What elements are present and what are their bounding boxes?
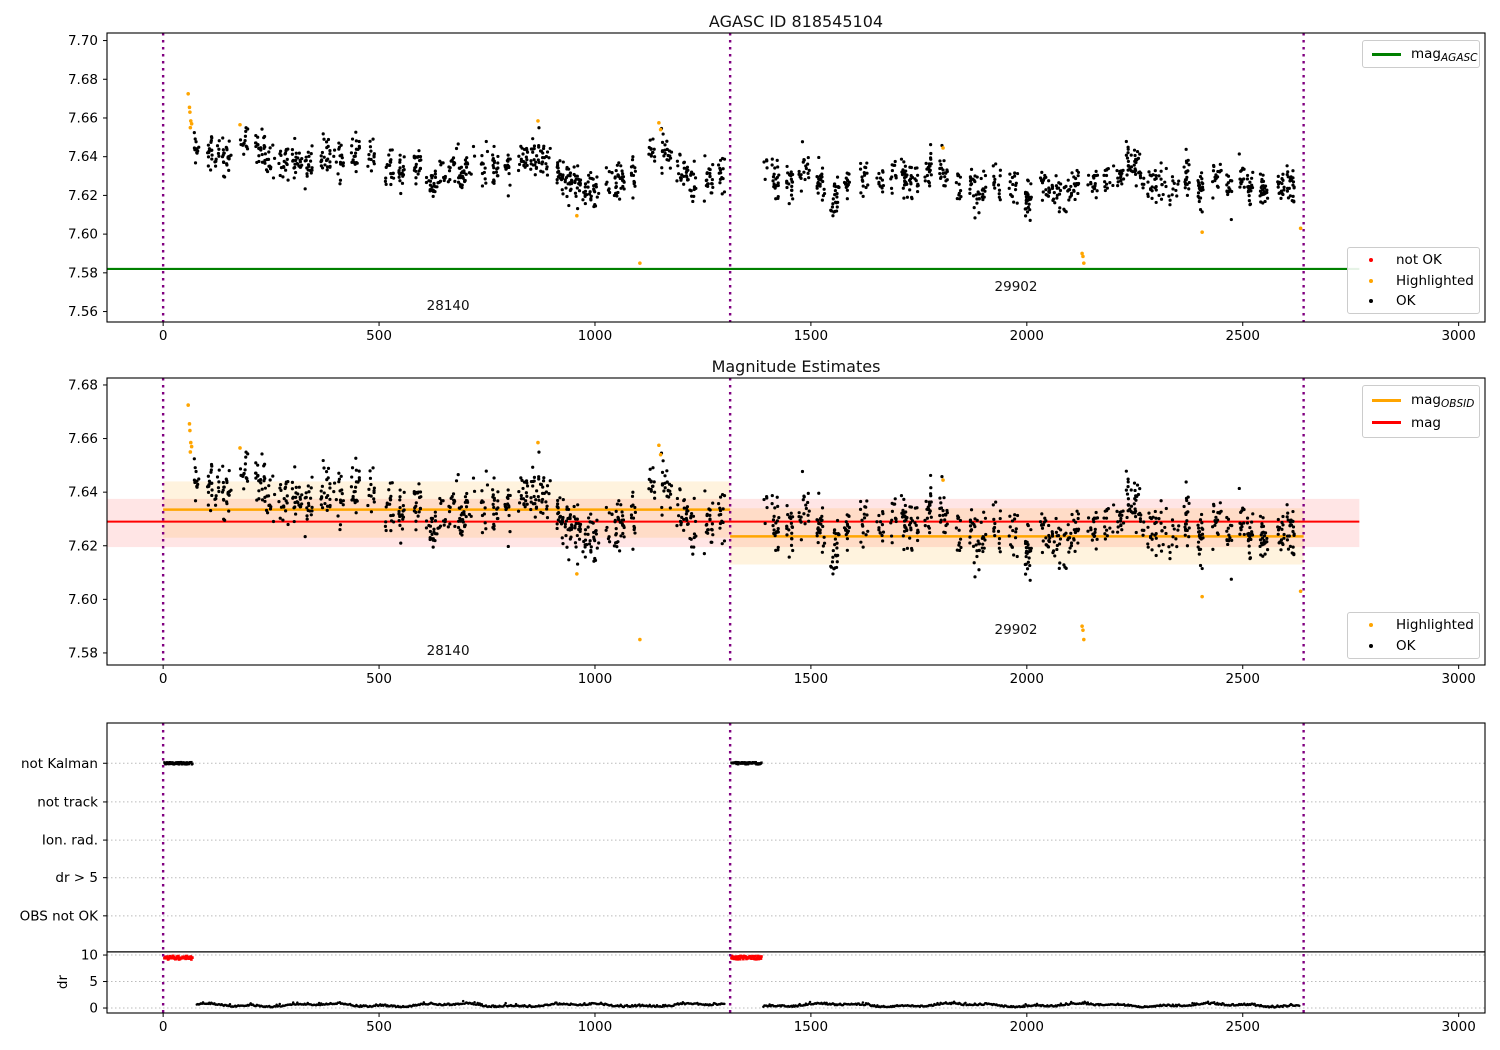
obsid-label-29902-top: 29902 xyxy=(994,278,1038,295)
x-tick-label: 500 xyxy=(366,1019,392,1035)
dr-tick-label: 5 xyxy=(89,974,98,990)
y-tick-label: 7.58 xyxy=(68,645,98,661)
x-tick-label: 500 xyxy=(366,671,392,687)
ok-points xyxy=(192,126,1296,222)
dr-saturated-flag-points xyxy=(163,954,763,961)
highlighted-points xyxy=(186,91,1303,265)
dot-swatch-icon xyxy=(1356,623,1386,628)
y-tick-label: 7.58 xyxy=(68,265,98,281)
y-tick-label: 7.66 xyxy=(68,110,98,126)
legend-point-classes-middle: Highlighted OK xyxy=(1347,612,1480,659)
dr-axis-label: dr xyxy=(55,974,71,990)
legend-item: OK xyxy=(1348,638,1479,654)
legend-item: OK xyxy=(1348,293,1479,309)
y-tick-label: 7.64 xyxy=(68,149,98,165)
obsid-label-28140-middle: 28140 xyxy=(426,642,470,659)
x-tick-label: 1500 xyxy=(794,1019,828,1035)
x-tick-label: 2000 xyxy=(1010,1019,1044,1035)
legend-point-classes-top: not OK Highlighted OK xyxy=(1347,247,1480,314)
x-tick-label: 3000 xyxy=(1441,1019,1475,1035)
dot-swatch-icon xyxy=(1356,298,1386,303)
panel-border xyxy=(106,377,1486,666)
x-tick-label: 0 xyxy=(159,328,168,344)
x-tick-label: 2500 xyxy=(1226,671,1260,687)
x-tick-label: 1000 xyxy=(578,1019,612,1035)
x-tick-label: 1500 xyxy=(794,328,828,344)
middle-panel-title: Magnitude Estimates xyxy=(711,357,881,376)
x-tick-label: 0 xyxy=(159,671,168,687)
dr-tick-label: 0 xyxy=(89,1001,98,1017)
y-tick-label: 7.62 xyxy=(68,188,98,204)
y-tick-label: 7.56 xyxy=(68,304,98,320)
dot-swatch-icon xyxy=(1356,258,1386,263)
legend-item: not OK xyxy=(1348,252,1479,268)
x-tick-label: 2000 xyxy=(1010,328,1044,344)
y-tick-label: 7.60 xyxy=(68,592,98,608)
legend-item: Highlighted xyxy=(1348,273,1479,289)
panel-border xyxy=(106,722,1486,1014)
x-tick-label: 2500 xyxy=(1226,328,1260,344)
legend-item: Highlighted xyxy=(1348,617,1479,633)
dot-swatch-icon xyxy=(1356,643,1386,648)
x-tick-label: 1000 xyxy=(578,671,612,687)
top-panel-title: AGASC ID 818545104 xyxy=(708,12,884,31)
legend-item: magAGASC xyxy=(1363,46,1479,64)
x-tick-label: 500 xyxy=(366,328,392,344)
x-tick-label: 0 xyxy=(159,1019,168,1035)
line-swatch-icon xyxy=(1371,52,1401,56)
y-tick-label: 7.68 xyxy=(68,72,98,88)
dr-tick-label: 10 xyxy=(81,948,98,964)
flag-category-label: dr > 5 xyxy=(55,870,98,886)
flag-category-label: not Kalman xyxy=(21,756,98,772)
legend-mag-agasc: magAGASC xyxy=(1362,40,1480,68)
y-tick-label: 7.64 xyxy=(68,485,98,501)
flag-category-label: OBS not OK xyxy=(20,908,100,924)
dot-swatch-icon xyxy=(1356,278,1386,283)
dr-trace-points xyxy=(195,999,1301,1009)
not-kalman-flag-points xyxy=(163,760,763,766)
legend-item: magOBSID xyxy=(1363,392,1479,410)
y-tick-label: 7.68 xyxy=(68,377,98,393)
x-tick-label: 3000 xyxy=(1441,328,1475,344)
legend-mag-lines: magOBSID mag xyxy=(1362,385,1480,438)
obsid-label-28140-top: 28140 xyxy=(426,298,470,315)
y-tick-label: 7.70 xyxy=(68,33,98,49)
flag-category-label: Ion. rad. xyxy=(42,833,98,849)
highlighted-points xyxy=(186,403,1303,642)
x-tick-label: 1500 xyxy=(794,671,828,687)
flag-category-label: not track xyxy=(37,794,98,810)
y-tick-label: 7.62 xyxy=(68,538,98,554)
ok-points xyxy=(192,450,1296,582)
x-tick-label: 1000 xyxy=(578,328,612,344)
obsid-label-29902-middle: 29902 xyxy=(994,622,1038,639)
line-swatch-icon xyxy=(1371,398,1401,402)
x-tick-label: 3000 xyxy=(1441,671,1475,687)
x-tick-label: 2500 xyxy=(1226,1019,1260,1035)
y-tick-label: 7.60 xyxy=(68,227,98,243)
x-tick-label: 2000 xyxy=(1010,671,1044,687)
panel-border xyxy=(106,32,1486,323)
line-swatch-icon xyxy=(1371,421,1401,425)
legend-item: mag xyxy=(1363,415,1479,431)
y-tick-label: 7.66 xyxy=(68,431,98,447)
